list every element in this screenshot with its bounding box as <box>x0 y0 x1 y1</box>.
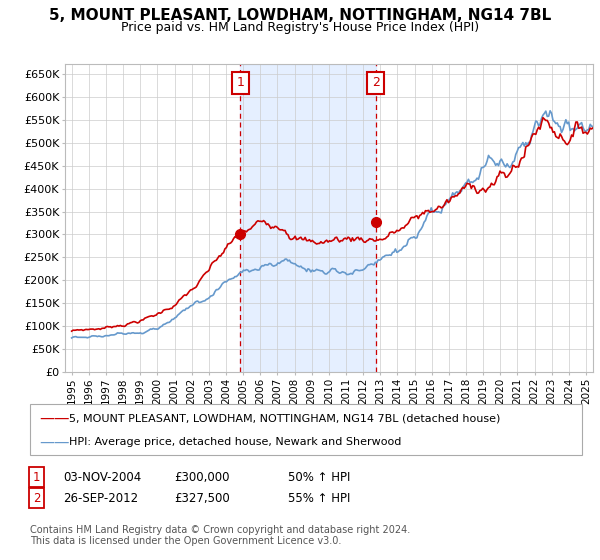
Text: 55% ↑ HPI: 55% ↑ HPI <box>288 492 350 505</box>
Text: 1: 1 <box>33 470 41 484</box>
Text: £300,000: £300,000 <box>174 470 229 484</box>
Text: 2: 2 <box>33 492 41 505</box>
Text: £327,500: £327,500 <box>174 492 230 505</box>
Text: 5, MOUNT PLEASANT, LOWDHAM, NOTTINGHAM, NG14 7BL (detached house): 5, MOUNT PLEASANT, LOWDHAM, NOTTINGHAM, … <box>69 413 500 423</box>
Text: Price paid vs. HM Land Registry's House Price Index (HPI): Price paid vs. HM Land Registry's House … <box>121 21 479 34</box>
Text: 26-SEP-2012: 26-SEP-2012 <box>63 492 138 505</box>
Text: Contains HM Land Registry data © Crown copyright and database right 2024.: Contains HM Land Registry data © Crown c… <box>30 525 410 535</box>
Text: 50% ↑ HPI: 50% ↑ HPI <box>288 470 350 484</box>
Text: 2: 2 <box>371 76 380 89</box>
Text: 5, MOUNT PLEASANT, LOWDHAM, NOTTINGHAM, NG14 7BL: 5, MOUNT PLEASANT, LOWDHAM, NOTTINGHAM, … <box>49 8 551 24</box>
Text: This data is licensed under the Open Government Licence v3.0.: This data is licensed under the Open Gov… <box>30 536 341 546</box>
Bar <box>241 64 376 372</box>
Text: 03-NOV-2004: 03-NOV-2004 <box>63 470 141 484</box>
Text: HPI: Average price, detached house, Newark and Sherwood: HPI: Average price, detached house, Newa… <box>69 437 401 447</box>
Text: 1: 1 <box>236 76 244 89</box>
Text: ——: —— <box>39 435 70 450</box>
Text: ——: —— <box>39 411 70 426</box>
